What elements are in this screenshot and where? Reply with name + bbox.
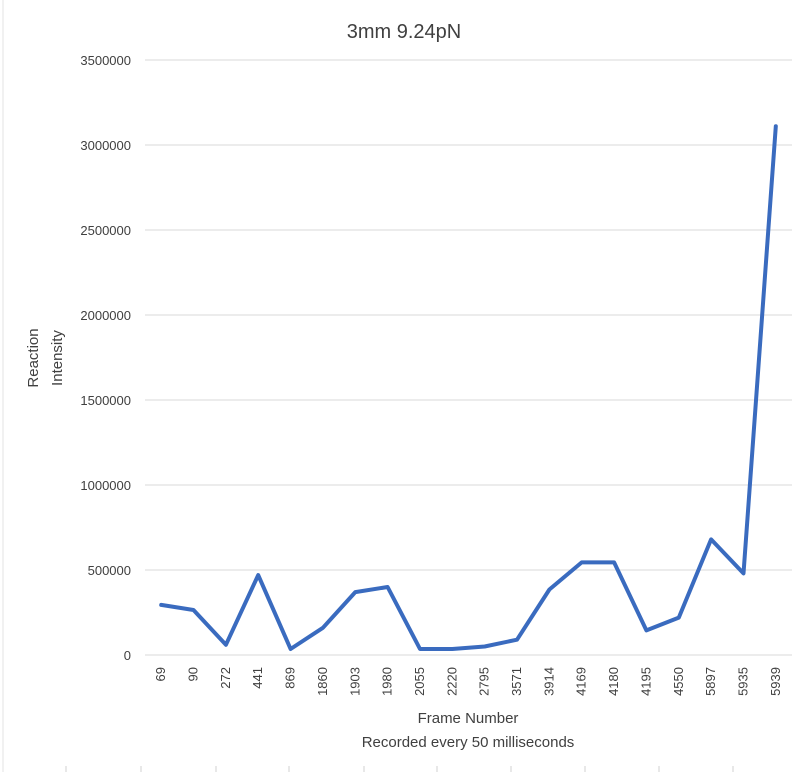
y-tick-label: 500000 bbox=[88, 563, 131, 578]
y-tick-label: 0 bbox=[124, 648, 131, 663]
y-tick-label: 2500000 bbox=[80, 223, 131, 238]
chart-title: 3mm 9.24pN bbox=[347, 21, 462, 43]
x-tick-label: 1980 bbox=[380, 667, 395, 696]
y-tick-label: 3000000 bbox=[80, 138, 131, 153]
x-tick-label: 4169 bbox=[574, 667, 589, 696]
x-tick-label: 4180 bbox=[606, 667, 621, 696]
y-axis-ticks: 0 500000 1000000 1500000 2000000 2500000 30000… bbox=[80, 53, 131, 663]
x-tick-label: 69 bbox=[153, 667, 168, 681]
x-tick-label: 2795 bbox=[477, 667, 492, 696]
x-tick-label: 5939 bbox=[768, 667, 783, 696]
y-axis-label-line-2: Intensity bbox=[49, 330, 66, 386]
y-tick-label: 2000000 bbox=[80, 308, 131, 323]
y-tick-label: 3500000 bbox=[80, 53, 131, 68]
y-tick-label: 1000000 bbox=[80, 478, 131, 493]
y-axis-label-line-1: Reaction bbox=[25, 328, 42, 387]
x-tick-label: 272 bbox=[218, 667, 233, 689]
x-tick-label: 1860 bbox=[315, 667, 330, 696]
x-axis-label-line-2: Recorded every 50 milliseconds bbox=[362, 734, 575, 751]
chart-frame-marks bbox=[2, 0, 734, 772]
y-tick-label: 1500000 bbox=[80, 393, 131, 408]
x-axis-ticks: 69 90 272 441 869 1860 1903 1980 2055 2220 2795 357… bbox=[153, 667, 783, 696]
x-tick-label: 90 bbox=[186, 667, 201, 681]
x-tick-label: 2055 bbox=[412, 667, 427, 696]
x-tick-label: 869 bbox=[283, 667, 298, 689]
x-tick-label: 441 bbox=[250, 667, 265, 689]
x-tick-label: 1903 bbox=[347, 667, 362, 696]
x-tick-label: 4550 bbox=[671, 667, 686, 696]
series-line bbox=[159, 124, 778, 651]
x-tick-label: 3571 bbox=[509, 667, 524, 696]
x-tick-label: 5935 bbox=[735, 667, 750, 696]
x-tick-label: 5897 bbox=[703, 667, 718, 696]
x-tick-label: 3914 bbox=[541, 667, 556, 696]
gridlines bbox=[145, 59, 792, 571]
x-axis-label-line-1: Frame Number bbox=[418, 710, 519, 727]
x-tick-label: 4195 bbox=[638, 667, 653, 696]
x-tick-label: 2220 bbox=[444, 667, 459, 696]
